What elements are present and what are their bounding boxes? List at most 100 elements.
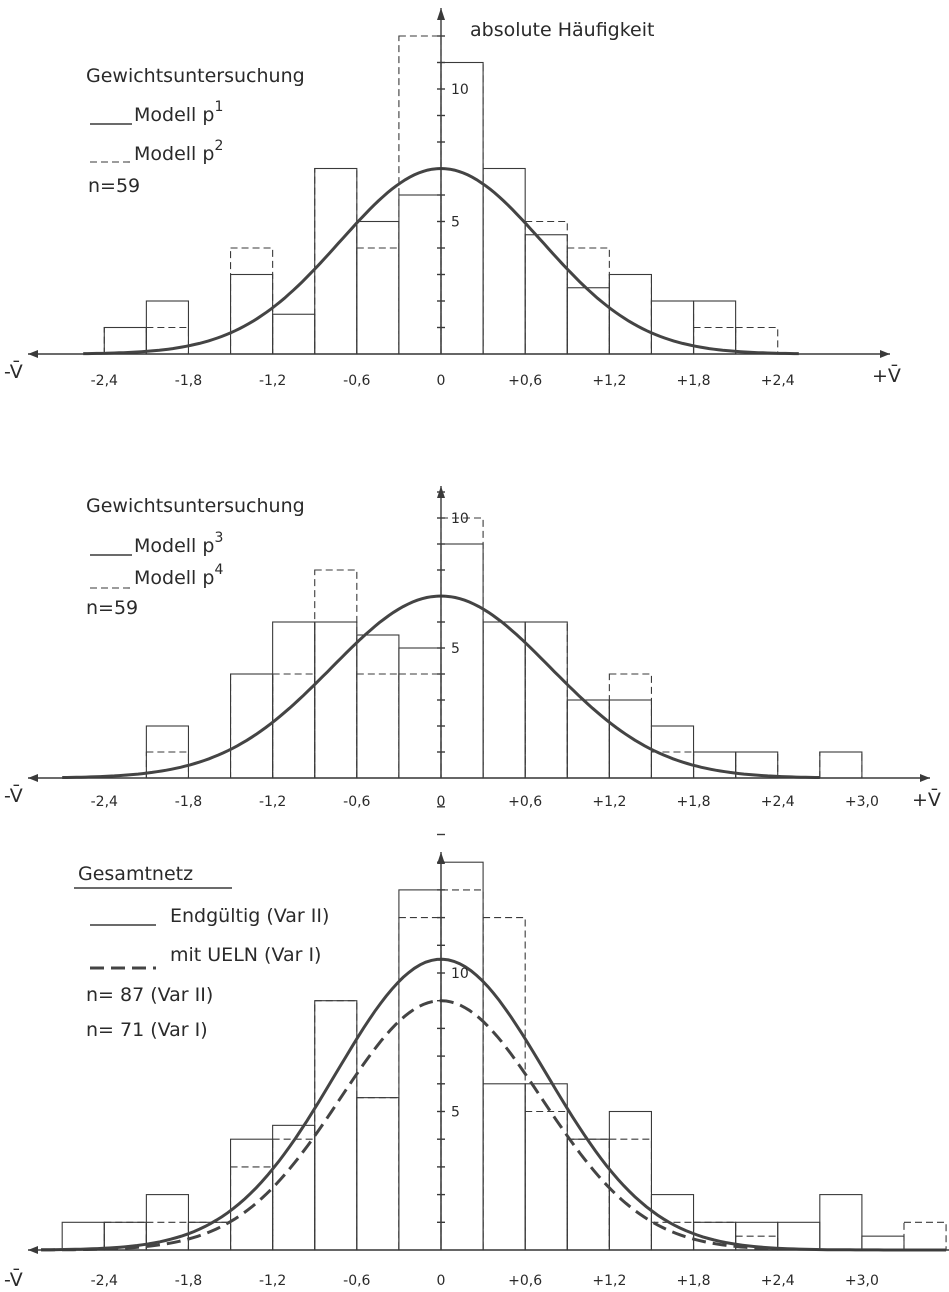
chart3-x-tick-label: +1,8 [677, 1273, 711, 1289]
chart2-series2-bar [440, 517, 484, 779]
chart1-x-tick-label: -2,4 [91, 373, 118, 389]
chart3-series1-bar [482, 1083, 526, 1251]
chart1-x-tick-label: +1,8 [677, 373, 711, 389]
chart1-series1-bar [230, 273, 274, 355]
chart2-series1-bar [398, 647, 442, 779]
chart3-x-tick-label: +2,4 [761, 1273, 795, 1289]
chart2-legend-title: Gewichtsuntersuchung [86, 495, 305, 517]
chart3-x-tick-label: -2,4 [91, 1273, 118, 1289]
chart1-y-arrow [437, 8, 445, 20]
chart1-series1-bar [440, 61, 484, 355]
chart3-y-tick-label: 10 [451, 966, 469, 982]
chart1-series2-bar [735, 326, 779, 355]
chart2-legend-solid-label: Modell p3 [134, 530, 223, 557]
chart1-x-right-label: +V̄ [872, 363, 901, 387]
chart1-legend-solid-label: Modell p1 [134, 99, 223, 126]
chart2-x-right-label: +V̄ [912, 787, 941, 811]
chart3-x-tick-label: 0 [437, 1273, 446, 1289]
chart2-x-arrow-left [28, 774, 38, 782]
chart3-series2-bar [903, 1221, 947, 1251]
chart2-axes [28, 486, 930, 782]
chart3-normal-curve-dashed [41, 999, 778, 1252]
chart1-series1-bar [482, 167, 526, 355]
chart1-series2-bar [230, 247, 274, 355]
chart3-x-tick-label: +0,6 [508, 1273, 542, 1289]
chart1-series1-bar [272, 313, 316, 355]
chart2-ticks: -2,4 -1,8 -1,2 -0,6 0 +0,6 +1,2 +1,8 +2,4 +3,0 5 10 [91, 511, 879, 810]
chart3-x-arrow-left [28, 1246, 38, 1254]
chart1-series1-bar [103, 326, 147, 355]
chart2-legend-dashed-label: Modell p4 [134, 562, 223, 589]
chart1-x-tick-label: -1,8 [175, 373, 202, 389]
chart1-series2-bar [103, 326, 147, 355]
chart2-series2-bar [566, 699, 610, 779]
chart3-series2-bar [398, 917, 442, 1251]
chart3-n-label-var2: n= 87 (Var II) [86, 984, 213, 1006]
chart3-series1-bar [861, 1235, 905, 1251]
chart3-legend-dashed-label: mit UELN (Var I) [170, 944, 321, 966]
chart3-series1-bar [398, 889, 442, 1251]
chart2-x-tick-label: 0 [437, 794, 446, 810]
chart2-series1-bar [356, 634, 400, 779]
histogram-chart-1: -2,4 -1,8 -1,2 -0,6 0 +0,6 +1,2 +1,8 +2,4 5 10 abs… [4, 8, 901, 389]
chart3-series1-bar [524, 1083, 568, 1251]
chart3-series1-bar [566, 1138, 610, 1251]
chart2-series2-bar [482, 621, 526, 779]
chart3-axes [28, 806, 949, 1254]
chart1-series1-bar [356, 220, 400, 355]
chart3-y-arrow [437, 852, 445, 864]
chart3-curves [41, 957, 947, 1252]
chart1-series2-bar [608, 273, 652, 355]
chart3-x-tick-label: -1,8 [175, 1273, 202, 1289]
chart3-series1-bar [819, 1194, 863, 1251]
chart1-series2-bar [524, 220, 568, 355]
chart1-y-axis-label: absolute Häufigkeit [470, 19, 654, 41]
chart2-y-tick-label: 5 [451, 641, 460, 657]
chart2-series2-bar [692, 751, 737, 779]
chart1-series2-bar [440, 61, 484, 355]
chart1-legend-title: Gewichtsuntersuchung [86, 65, 305, 87]
chart3-x-tick-label: -1,2 [259, 1273, 286, 1289]
chart3-legend-solid-label: Endgültig (Var II) [170, 905, 329, 927]
chart2-x-tick-label: +2,4 [761, 794, 795, 810]
chart2-x-tick-label: +0,6 [508, 794, 542, 810]
chart1-series2-bar [356, 247, 400, 355]
chart3-series1-bar [608, 1110, 652, 1251]
chart3-n-label-var1: n= 71 (Var I) [86, 1019, 208, 1041]
chart2-x-tick-label: -1,2 [259, 794, 286, 810]
chart2-x-arrow-right [920, 774, 930, 782]
chart3-series1-bar [356, 1097, 400, 1251]
chart1-series2-bar [650, 300, 695, 355]
chart1-legend-dashed-label: Modell p2 [134, 138, 223, 165]
chart1-x-arrow-left [28, 350, 38, 358]
chart3-series1-bar [440, 861, 484, 1251]
chart2-x-tick-label: -1,8 [175, 794, 202, 810]
chart3-series2-bar [608, 1138, 652, 1251]
chart1-series1-bar [398, 194, 442, 355]
chart3-legend-title: Gesamtnetz [78, 863, 193, 885]
chart2-series1-bar [272, 621, 316, 779]
chart2-x-tick-label: -2,4 [91, 794, 118, 810]
chart1-x-arrow-right [880, 350, 890, 358]
chart2-series2-bar [524, 621, 568, 779]
chart2-series1-bar [440, 543, 484, 779]
chart2-x-tick-label: +1,8 [677, 794, 711, 810]
chart3-series2-bar [566, 1138, 610, 1251]
chart3-x-tick-label: +3,0 [845, 1273, 879, 1289]
chart2-x-left-label: -V̄ [4, 783, 23, 807]
chart1-x-tick-label: 0 [437, 373, 446, 389]
chart1-n-label: n=59 [88, 175, 140, 197]
chart3-series2-bar [524, 1110, 568, 1251]
chart2-series1-bar [314, 621, 358, 779]
chart3-series2-bar [356, 1097, 400, 1251]
chart3-ticks: -2,4 -1,8 -1,2 -0,6 0 +0,6 +1,2 +1,8 +2,4 +3,0 5 10 [91, 966, 879, 1289]
chart3-series1-bar [777, 1221, 821, 1251]
chart3-normal-curve-solid [41, 957, 947, 1252]
chart2-x-tick-label: -0,6 [343, 794, 370, 810]
chart1-x-tick-label: -0,6 [343, 373, 370, 389]
chart1-x-tick-label: +2,4 [761, 373, 795, 389]
chart1-x-tick-label: -1,2 [259, 373, 286, 389]
chart2-series2-bar [356, 673, 400, 779]
chart2-bars [145, 517, 863, 779]
